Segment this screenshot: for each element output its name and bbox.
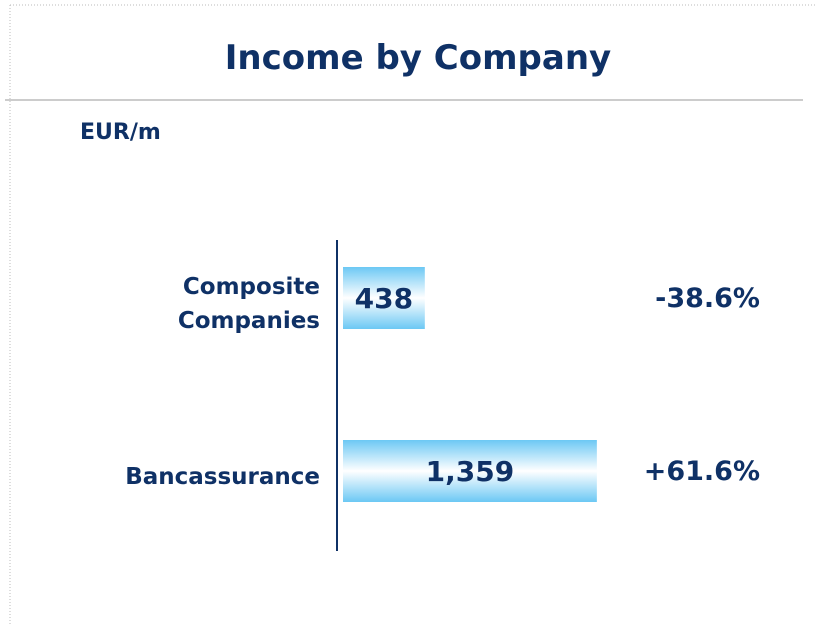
bar <box>343 267 425 329</box>
category-label: Bancassurance <box>125 464 320 490</box>
value-label: 1,359 <box>426 455 515 488</box>
value-label: 438 <box>355 282 413 315</box>
unit-label: EUR/m <box>80 120 161 145</box>
chart-title: Income by Company <box>224 38 612 78</box>
change-label: -38.6% <box>655 282 760 314</box>
change-label: +61.6% <box>643 455 760 487</box>
category-label: Composite Companies <box>177 274 320 334</box>
bar <box>343 440 597 502</box>
